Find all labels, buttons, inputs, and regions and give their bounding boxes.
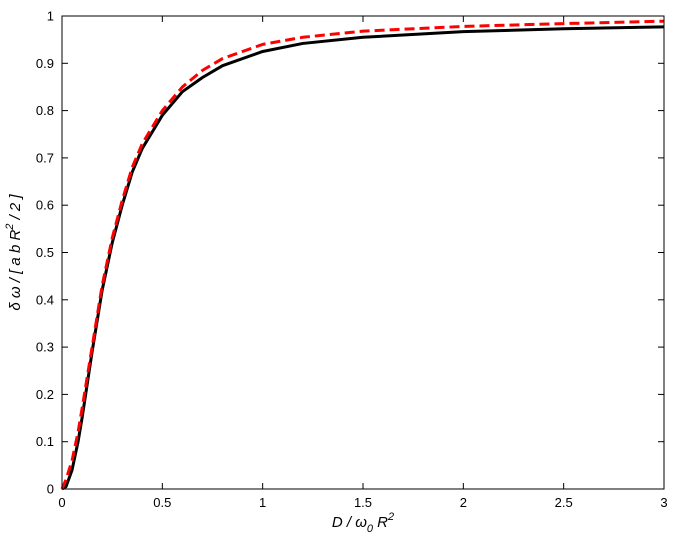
y-axis-label: δ ω / [ a b R2 / 2 ] — [4, 194, 24, 311]
x-tick-label: 0.5 — [153, 495, 171, 510]
x-tick-label: 2 — [460, 495, 467, 510]
series-line-1 — [61, 25, 665, 491]
x-tick-label: 3 — [660, 495, 667, 510]
y-tick-label: 0.3 — [36, 340, 54, 355]
ticks-layer: 0 0.5 1 1.5 2 2.5 3 0 0.1 0.2 0.3 0.4 0.5 0.6 0.7 0.8 0.… — [36, 9, 668, 511]
plot-border — [61, 15, 665, 490]
y-tick-label: 0 — [47, 482, 54, 497]
series-line-2 — [60, 19, 665, 490]
x-axis-label: D / ω0 R2 — [332, 511, 394, 535]
y-tick-label: 1 — [47, 9, 54, 24]
y-tick-label: 0.5 — [36, 245, 54, 260]
x-tick-label: 1.5 — [354, 495, 372, 510]
x-tick-label: 1 — [259, 495, 266, 510]
y-tick-label: 0.7 — [36, 150, 54, 165]
y-tick-label: 0.6 — [36, 198, 54, 213]
y-tick-label: 0.9 — [36, 56, 54, 71]
series-layer — [60, 19, 665, 491]
x-tick-label: 0 — [58, 495, 65, 510]
plot-area — [61, 15, 665, 490]
y-tick-label: 0.1 — [36, 434, 54, 449]
y-tick-label: 0.4 — [36, 292, 54, 307]
x-tick-label: 2.5 — [555, 495, 573, 510]
y-tick-label: 0.8 — [36, 103, 54, 118]
y-tick-label: 0.2 — [36, 387, 54, 402]
